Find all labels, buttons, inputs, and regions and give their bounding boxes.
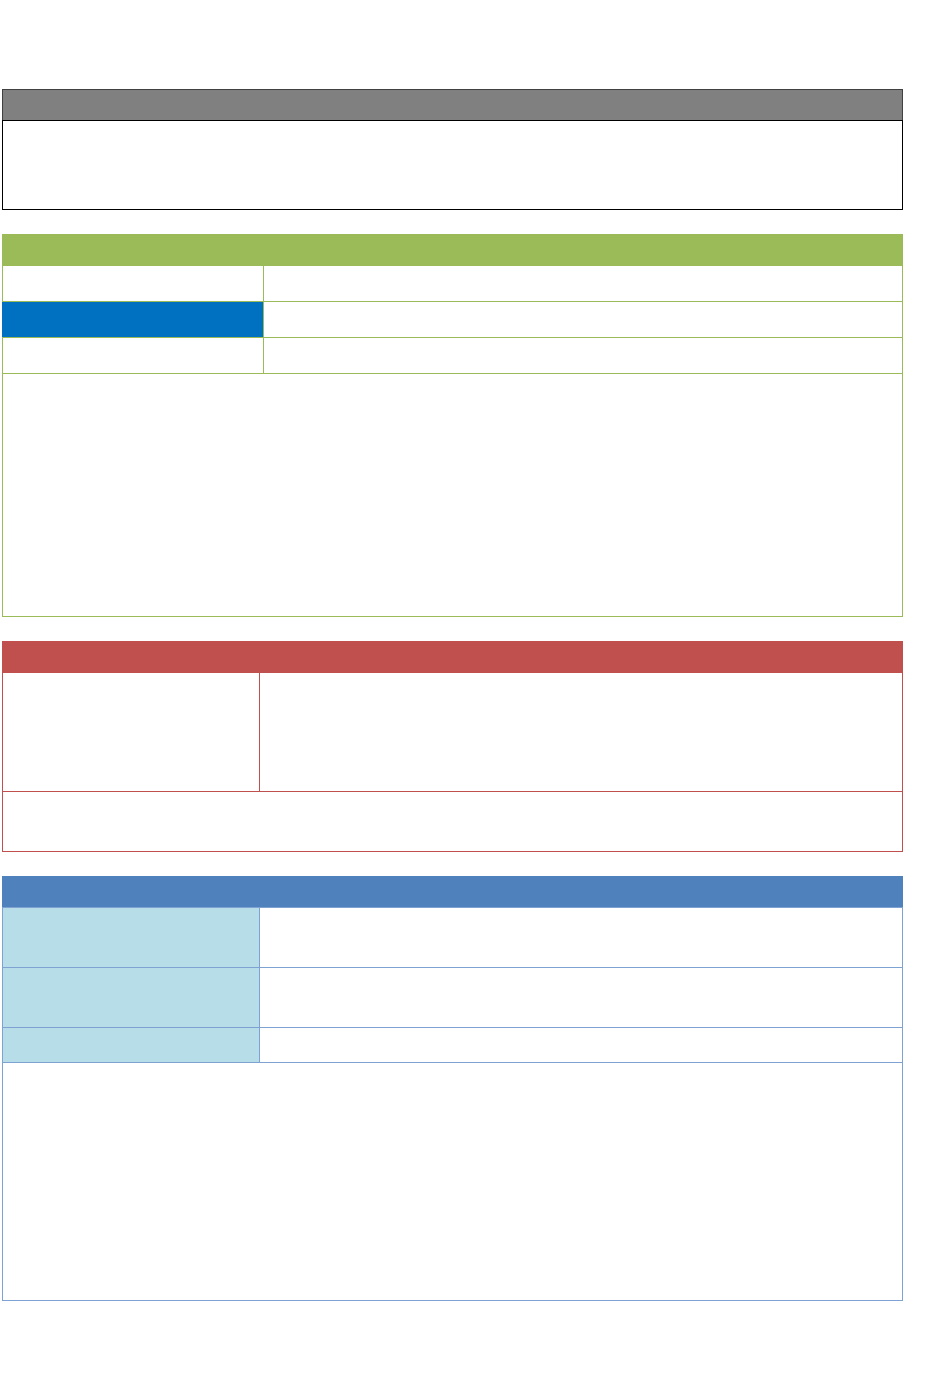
blue-body — [2, 907, 903, 1301]
green-label-cell — [2, 265, 264, 374]
blue-label-cell — [3, 1028, 259, 1062]
red-label-cell — [2, 672, 260, 792]
blue-row — [2, 1027, 903, 1063]
blue-label-cell — [3, 968, 259, 1027]
green-body — [2, 265, 903, 617]
blue-row — [2, 967, 903, 1028]
gray-body — [2, 120, 903, 210]
blue-header — [2, 876, 903, 908]
green-row — [2, 265, 903, 302]
red-row — [2, 672, 903, 792]
green-row — [2, 301, 903, 338]
gray-header — [2, 89, 903, 121]
red-header — [2, 641, 903, 673]
green-header — [2, 234, 903, 266]
blue-row — [2, 907, 903, 968]
green-row — [2, 337, 903, 374]
blue-label-cell — [3, 908, 259, 967]
red-body — [2, 672, 903, 852]
blue-highlight-cell — [2, 302, 263, 337]
blue-col-divider — [259, 907, 260, 1063]
